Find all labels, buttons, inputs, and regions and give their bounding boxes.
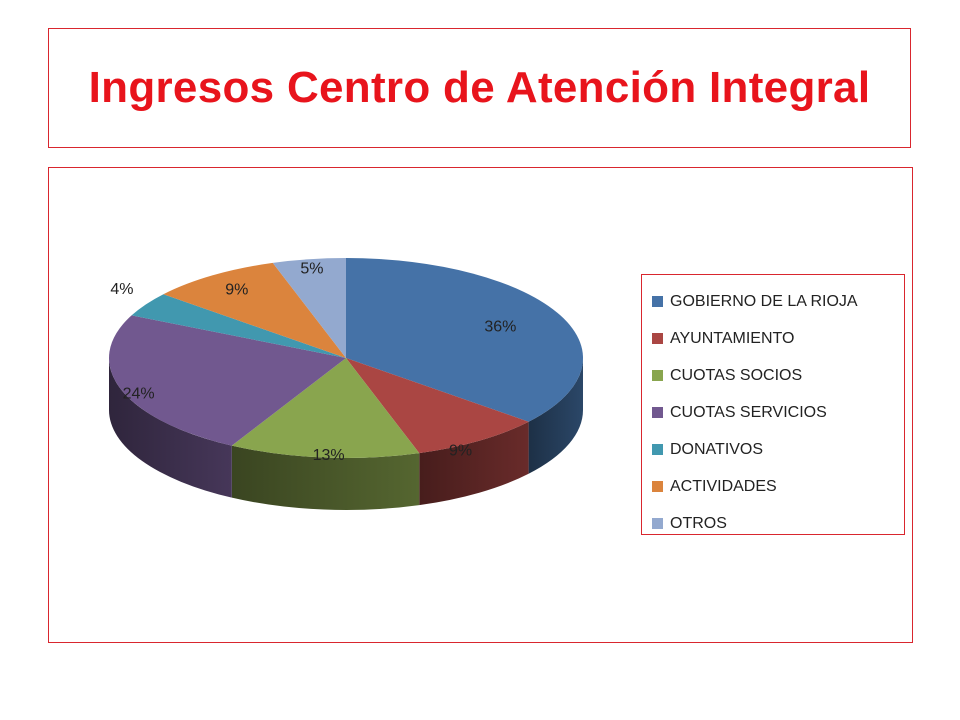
pie-slice-ayuntamiento [346,358,529,454]
legend-swatch [652,518,663,529]
pie-side-gobierno-de-la-rioja [528,358,583,474]
legend-swatch [652,444,663,455]
title-box: Ingresos Centro de Atención Integral [48,28,911,148]
pie-slice-gobierno-de-la-rioja [346,258,583,422]
legend-item-otros: OTROS [652,505,904,542]
chart-legend: GOBIERNO DE LA RIOJA AYUNTAMIENTO CUOTAS S… [641,274,905,535]
legend-swatch [652,333,663,344]
pie-side-cuotas-socios [231,445,420,510]
legend-item-cuotas-servicios: CUOTAS SERVICIOS [652,394,904,431]
data-label-otros: 5% [300,260,323,277]
data-label-cuotas-servicios: 24% [123,386,155,403]
pie-slice-actividades [163,262,346,358]
legend-swatch [652,407,663,418]
legend-swatch [652,481,663,492]
legend-label: OTROS [670,514,727,532]
legend-label: ACTIVIDADES [670,477,777,495]
legend-swatch [652,370,663,381]
legend-item-gobierno-de-la-rioja: GOBIERNO DE LA RIOJA [652,283,904,320]
data-label-donativos: 4% [110,281,133,298]
data-label-actividades: 9% [225,281,248,298]
legend-item-cuotas-socios: CUOTAS SOCIOS [652,357,904,394]
chart-title: Ingresos Centro de Atención Integral [88,63,871,112]
data-label-ayuntamiento: 9% [449,442,472,459]
legend-item-actividades: ACTIVIDADES [652,468,904,505]
legend-swatch [652,296,663,307]
legend-item-donativos: DONATIVOS [652,431,904,468]
pie-slice-cuotas-servicios [109,315,346,446]
data-label-cuotas-socios: 13% [313,447,345,464]
pie-slice-donativos [131,294,346,358]
legend-label: AYUNTAMIENTO [670,329,795,347]
legend-item-ayuntamiento: AYUNTAMIENTO [652,320,904,357]
data-label-gobierno-de-la-rioja: 36% [484,319,516,336]
pie-side-ayuntamiento [419,421,529,506]
legend-label: GOBIERNO DE LA RIOJA [670,292,858,310]
pie-chart: 36% 9% 13% 24% 4% 9% 5% [109,258,583,510]
chart-area: 36% 9% 13% 24% 4% 9% 5% GOBIERNO DE LA RIOJA AY… [48,167,913,643]
legend-label: DONATIVOS [670,440,764,458]
legend-label: CUOTAS SOCIOS [670,366,803,384]
pie-slice-otros [272,258,346,358]
pie-side-cuotas-servicios [109,358,232,498]
pie-slice-cuotas-socios [231,358,420,458]
legend-label: CUOTAS SERVICIOS [670,403,827,421]
